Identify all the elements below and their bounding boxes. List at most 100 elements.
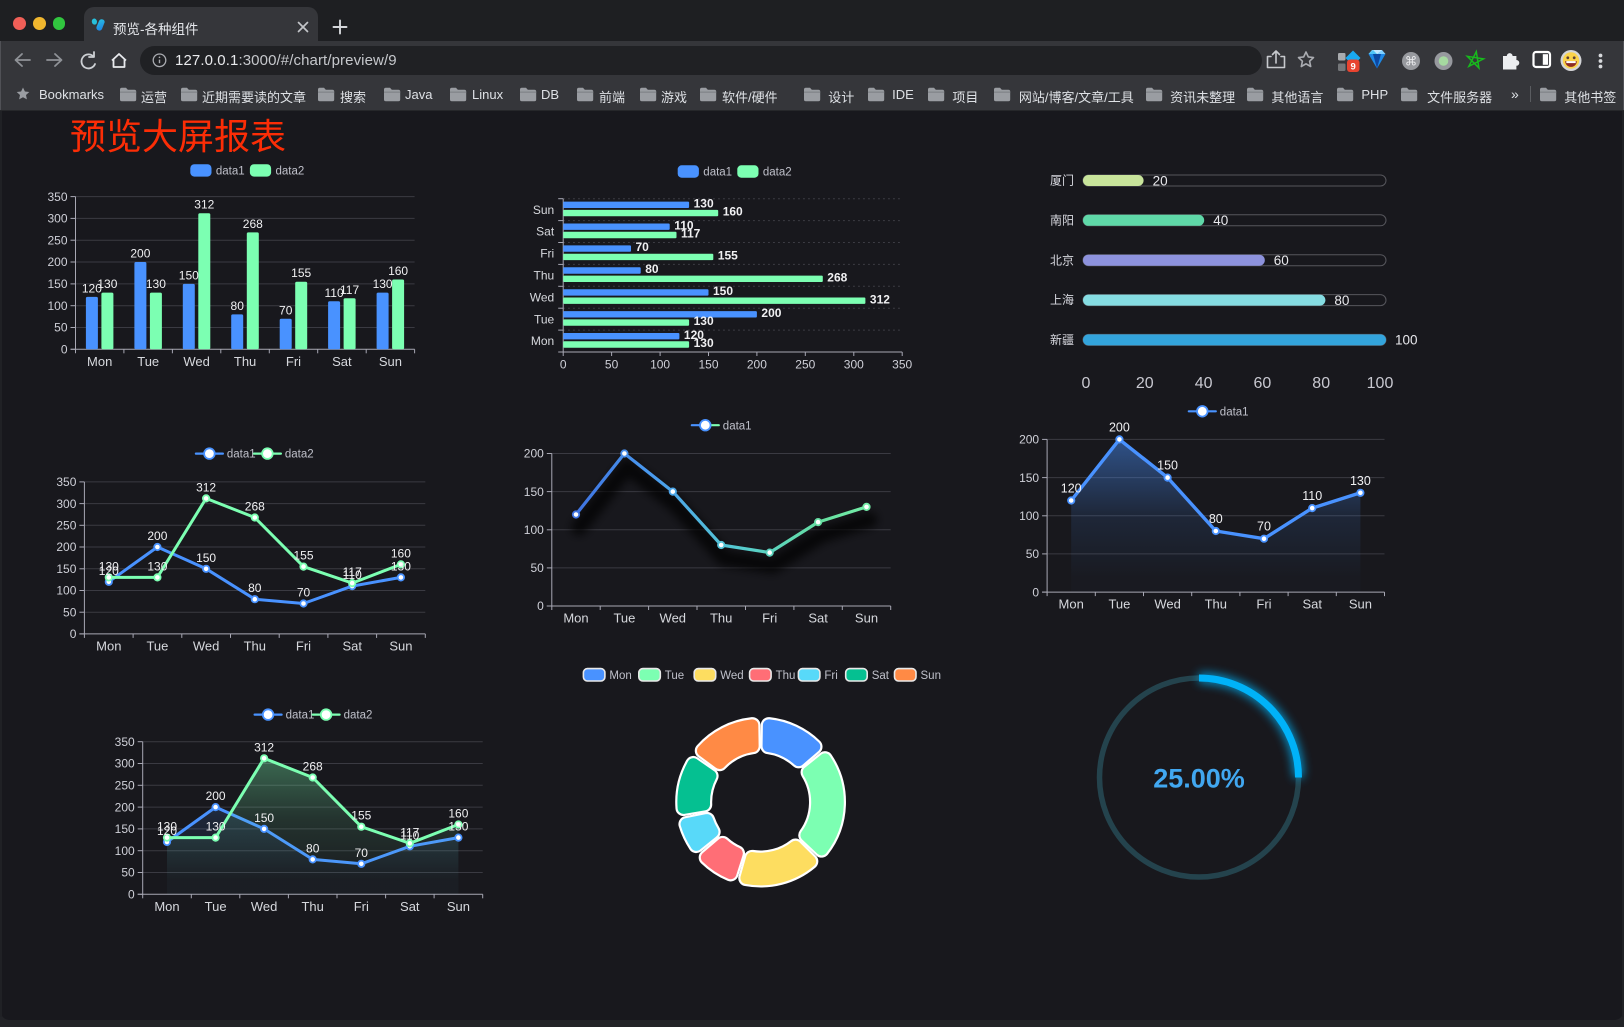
svg-text:50: 50: [121, 866, 135, 880]
svg-text:268: 268: [245, 500, 265, 514]
svg-text:Sun: Sun: [533, 203, 554, 217]
svg-text:200: 200: [147, 529, 167, 543]
svg-text:200: 200: [47, 255, 67, 269]
svg-text:155: 155: [293, 549, 313, 563]
svg-text:268: 268: [243, 217, 263, 231]
svg-text:250: 250: [795, 358, 815, 372]
svg-text:130: 130: [694, 314, 714, 328]
svg-text:200: 200: [115, 800, 135, 814]
svg-text:80: 80: [306, 841, 320, 855]
svg-text:250: 250: [115, 779, 135, 793]
svg-text:300: 300: [844, 358, 864, 372]
svg-text:117: 117: [681, 227, 701, 241]
svg-text:155: 155: [718, 249, 738, 263]
svg-text:Wed: Wed: [530, 290, 554, 304]
svg-text:110: 110: [343, 568, 362, 582]
svg-text:0: 0: [61, 343, 68, 357]
svg-text:50: 50: [605, 358, 619, 372]
svg-text:200: 200: [206, 789, 226, 803]
svg-text:120: 120: [157, 824, 177, 838]
svg-text:Tue: Tue: [205, 899, 227, 914]
svg-text:312: 312: [254, 740, 274, 754]
svg-text:Sat: Sat: [872, 670, 890, 682]
svg-text:100: 100: [56, 584, 76, 598]
svg-text:Wed: Wed: [251, 899, 278, 914]
svg-text:0: 0: [560, 358, 567, 372]
svg-text:150: 150: [56, 562, 76, 576]
svg-text:130: 130: [694, 196, 714, 210]
svg-text:312: 312: [196, 480, 216, 494]
svg-text:300: 300: [47, 212, 67, 226]
svg-text:100: 100: [1019, 509, 1039, 523]
svg-text:80: 80: [231, 299, 245, 313]
svg-text:Thu: Thu: [534, 269, 555, 283]
svg-text:Sun: Sun: [1349, 597, 1372, 612]
svg-text:Fri: Fri: [1256, 597, 1271, 612]
svg-text:312: 312: [194, 198, 214, 212]
svg-text:350: 350: [56, 475, 76, 489]
svg-text:Mon: Mon: [96, 638, 121, 653]
svg-text:130: 130: [694, 336, 714, 350]
svg-text:130: 130: [97, 277, 117, 291]
svg-text:80: 80: [645, 262, 659, 276]
svg-text:Thu: Thu: [710, 611, 732, 626]
svg-text:Sun: Sun: [921, 670, 941, 682]
svg-text:Thu: Thu: [234, 354, 256, 369]
svg-text:80: 80: [248, 581, 262, 595]
svg-text:130: 130: [448, 820, 468, 834]
svg-text:Wed: Wed: [720, 670, 743, 682]
svg-text:Wed: Wed: [660, 611, 687, 626]
svg-text:9: 9: [1351, 61, 1356, 72]
svg-text:70: 70: [297, 586, 311, 600]
svg-text:Wed: Wed: [1154, 597, 1181, 612]
svg-text:Thu: Thu: [301, 899, 323, 914]
svg-text:Fri: Fri: [354, 899, 369, 914]
svg-text:Sat: Sat: [342, 638, 362, 653]
svg-text:data1: data1: [703, 167, 732, 179]
svg-text:120: 120: [684, 328, 704, 342]
svg-text:Sun: Sun: [855, 611, 878, 626]
svg-text:data2: data2: [285, 449, 314, 461]
svg-text:130: 130: [1350, 474, 1371, 488]
svg-text:40: 40: [1195, 375, 1213, 392]
svg-text:160: 160: [391, 546, 411, 560]
svg-text:Sun: Sun: [379, 354, 402, 369]
svg-text:130: 130: [147, 559, 167, 573]
svg-text:110: 110: [400, 828, 419, 842]
svg-text:Tue: Tue: [1108, 597, 1130, 612]
svg-text:⌘: ⌘: [1405, 55, 1418, 69]
svg-text:25.00%: 25.00%: [1153, 764, 1245, 794]
svg-text:Sat: Sat: [1302, 597, 1322, 612]
svg-text:117: 117: [400, 825, 419, 839]
svg-text:北京: 北京: [1050, 253, 1074, 267]
svg-text:50: 50: [63, 605, 77, 619]
svg-text:Mon: Mon: [87, 354, 112, 369]
svg-text:Fri: Fri: [762, 611, 777, 626]
svg-text:data2: data2: [763, 167, 792, 179]
svg-text:350: 350: [47, 190, 67, 204]
svg-text:Tue: Tue: [665, 670, 684, 682]
svg-text:130: 130: [157, 820, 177, 834]
svg-text:150: 150: [196, 551, 216, 565]
svg-text:0: 0: [537, 599, 544, 613]
svg-text:70: 70: [279, 303, 293, 317]
svg-text:300: 300: [115, 757, 135, 771]
svg-text:20: 20: [1153, 173, 1168, 188]
svg-text:100: 100: [115, 844, 135, 858]
svg-text:0: 0: [128, 888, 135, 902]
svg-text:200: 200: [747, 358, 767, 372]
svg-text:160: 160: [388, 264, 408, 278]
svg-text:0: 0: [1032, 585, 1039, 599]
svg-text:Mon: Mon: [531, 334, 554, 348]
svg-text:150: 150: [524, 485, 544, 499]
svg-text:0: 0: [1082, 375, 1091, 392]
svg-text:Sat: Sat: [400, 899, 420, 914]
svg-text:Sat: Sat: [332, 354, 352, 369]
svg-text:data1: data1: [1220, 406, 1249, 418]
svg-text:150: 150: [254, 811, 274, 825]
svg-text:80: 80: [1209, 512, 1223, 526]
svg-text:70: 70: [1257, 520, 1271, 534]
svg-text:80: 80: [1312, 375, 1330, 392]
svg-text:Mon: Mon: [154, 899, 179, 914]
svg-text:130: 130: [99, 559, 119, 573]
